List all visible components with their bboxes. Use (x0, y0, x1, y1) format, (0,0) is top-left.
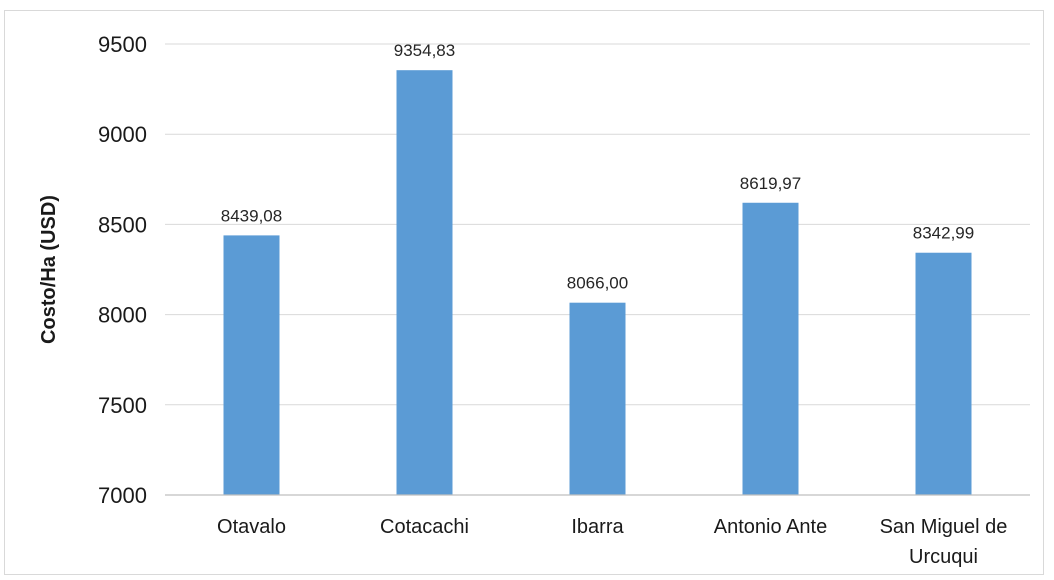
bar (569, 302, 626, 495)
y-axis-ticks: 7000 7500 8000 8500 9000 9500 (98, 32, 147, 508)
y-axis-title: Costo/Ha (USD) (38, 195, 60, 344)
gridlines (165, 43, 1030, 406)
bar (915, 252, 972, 495)
data-label: 8342,99 (913, 224, 974, 243)
bar (223, 235, 280, 496)
x-category-label: San Miguel de Urcuqui (880, 516, 1008, 568)
data-label: 8066,00 (567, 274, 628, 293)
data-label: 9354,83 (394, 41, 455, 60)
x-category-label: Otavalo (217, 516, 286, 538)
data-label: 8619,97 (740, 174, 801, 193)
bar (396, 70, 453, 496)
x-category-label: Ibarra (571, 516, 624, 538)
y-tick-label: 8500 (98, 212, 147, 237)
y-tick-label: 9500 (98, 32, 147, 57)
x-axis-categories: Otavalo Cotacachi Ibarra Antonio Ante San Mi… (217, 516, 1007, 568)
y-tick-label: 8000 (98, 303, 147, 328)
chart-container: 7000 7500 8000 8500 9000 9500 8439,08 9354,83 8… (4, 10, 1044, 575)
y-tick-label: 7500 (98, 393, 147, 418)
x-category-label: Antonio Ante (714, 516, 827, 538)
y-tick-label: 7000 (98, 483, 147, 508)
bar (742, 202, 799, 495)
data-label: 8439,08 (221, 206, 282, 225)
x-category-label: Cotacachi (380, 516, 469, 538)
bars (223, 70, 972, 496)
data-labels: 8439,08 9354,83 8066,00 8619,97 8342,99 (221, 41, 974, 293)
y-tick-label: 9000 (98, 122, 147, 147)
